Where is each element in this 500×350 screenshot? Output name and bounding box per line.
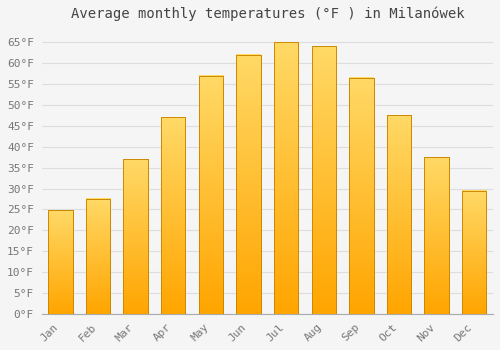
- Bar: [161, 117, 186, 314]
- Bar: [236, 55, 260, 314]
- Bar: [86, 199, 110, 314]
- Bar: [424, 157, 449, 314]
- Bar: [161, 117, 186, 314]
- Bar: [387, 115, 411, 314]
- Bar: [312, 46, 336, 314]
- Bar: [274, 42, 298, 314]
- Bar: [198, 76, 223, 314]
- Bar: [124, 159, 148, 314]
- Bar: [349, 78, 374, 314]
- Bar: [312, 46, 336, 314]
- Bar: [387, 115, 411, 314]
- Bar: [349, 78, 374, 314]
- Bar: [462, 191, 486, 314]
- Bar: [424, 157, 449, 314]
- Bar: [274, 42, 298, 314]
- Bar: [48, 210, 72, 314]
- Bar: [48, 210, 72, 314]
- Bar: [198, 76, 223, 314]
- Bar: [236, 55, 260, 314]
- Bar: [462, 191, 486, 314]
- Bar: [124, 159, 148, 314]
- Bar: [86, 199, 110, 314]
- Title: Average monthly temperatures (°F ) in Milanówek: Average monthly temperatures (°F ) in Mi…: [70, 7, 464, 21]
